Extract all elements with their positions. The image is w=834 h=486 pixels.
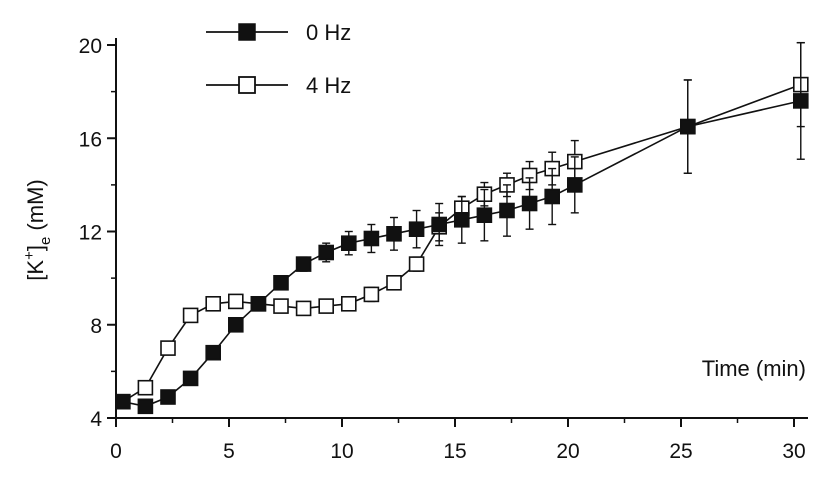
point-4hz <box>408 256 425 272</box>
point-4hz <box>273 298 289 314</box>
x-tick-label-5: 25 <box>669 440 692 463</box>
x-axis-title: Time (min) <box>702 356 806 381</box>
x-tick-label-0: 0 <box>110 440 122 463</box>
x-tick-label-6: 30 <box>782 440 805 463</box>
y-tick-label-4: 20 <box>79 35 102 58</box>
series-layer <box>115 41 809 415</box>
y-axis-title-sup: + <box>21 251 38 260</box>
point-0hz <box>318 244 335 261</box>
legend-marker-4hz <box>238 76 256 94</box>
legend-label-4hz: 4 Hz <box>306 73 351 98</box>
point-4hz <box>318 298 335 314</box>
point-0hz <box>295 256 312 272</box>
point-0hz <box>205 344 221 361</box>
point-0hz <box>476 207 493 223</box>
point-0hz <box>363 230 380 247</box>
legend-item-0hz: 0 Hz <box>206 20 351 45</box>
point-0hz <box>340 235 357 251</box>
point-0hz <box>182 370 199 387</box>
x-tick-label-1: 5 <box>223 440 235 463</box>
point-0hz <box>228 316 244 333</box>
plot-area: 0 5 10 15 20 25 30 4 8 12 16 20 <box>79 35 809 463</box>
y-tick-label-2: 12 <box>79 222 102 245</box>
y-tick-label-3: 16 <box>79 128 102 151</box>
legend-marker-0hz <box>238 23 256 41</box>
point-0hz <box>115 393 131 410</box>
point-0hz <box>431 216 448 233</box>
y-tick-label-1: 8 <box>90 315 102 338</box>
y-tick-label-0: 4 <box>90 408 102 431</box>
point-4hz <box>228 293 244 310</box>
point-0hz <box>792 93 809 109</box>
point-4hz <box>182 307 199 324</box>
point-0hz <box>273 274 289 291</box>
axis-ticks: 0 5 10 15 20 25 30 4 8 12 16 20 <box>79 35 806 463</box>
x-tick-label-2: 10 <box>330 440 353 463</box>
point-4hz <box>386 274 402 291</box>
legend-item-4hz: 4 Hz <box>206 73 351 98</box>
point-4hz <box>160 340 176 356</box>
y-axis-title-main: [K <box>23 260 48 281</box>
point-0hz <box>408 221 425 237</box>
y-axis-title: [K+]e (mM) <box>21 179 54 280</box>
series-line-0hz <box>122 100 801 408</box>
legend: 0 Hz 4 Hz <box>206 20 351 98</box>
y-axis-title-close: ] <box>23 245 48 251</box>
point-0hz <box>453 212 470 228</box>
point-4hz <box>363 286 380 303</box>
point-4hz <box>340 295 357 312</box>
point-4hz <box>205 295 221 312</box>
point-4hz <box>295 300 312 317</box>
point-0hz <box>521 195 538 212</box>
point-0hz <box>544 188 561 205</box>
series-0hz <box>115 41 809 415</box>
x-tick-label-4: 20 <box>556 440 579 463</box>
point-0hz <box>499 202 515 219</box>
point-4hz <box>137 379 154 396</box>
point-0hz <box>386 226 402 242</box>
point-0hz <box>160 389 176 405</box>
x-tick-label-3: 15 <box>443 440 466 463</box>
point-0hz <box>250 295 267 312</box>
point-0hz <box>566 177 583 193</box>
y-axis-title-unit: (mM) <box>23 179 48 236</box>
point-0hz <box>679 118 696 135</box>
legend-label-0hz: 0 Hz <box>306 20 351 45</box>
y-axis-title-sub: e <box>37 237 54 245</box>
point-0hz <box>137 398 154 415</box>
